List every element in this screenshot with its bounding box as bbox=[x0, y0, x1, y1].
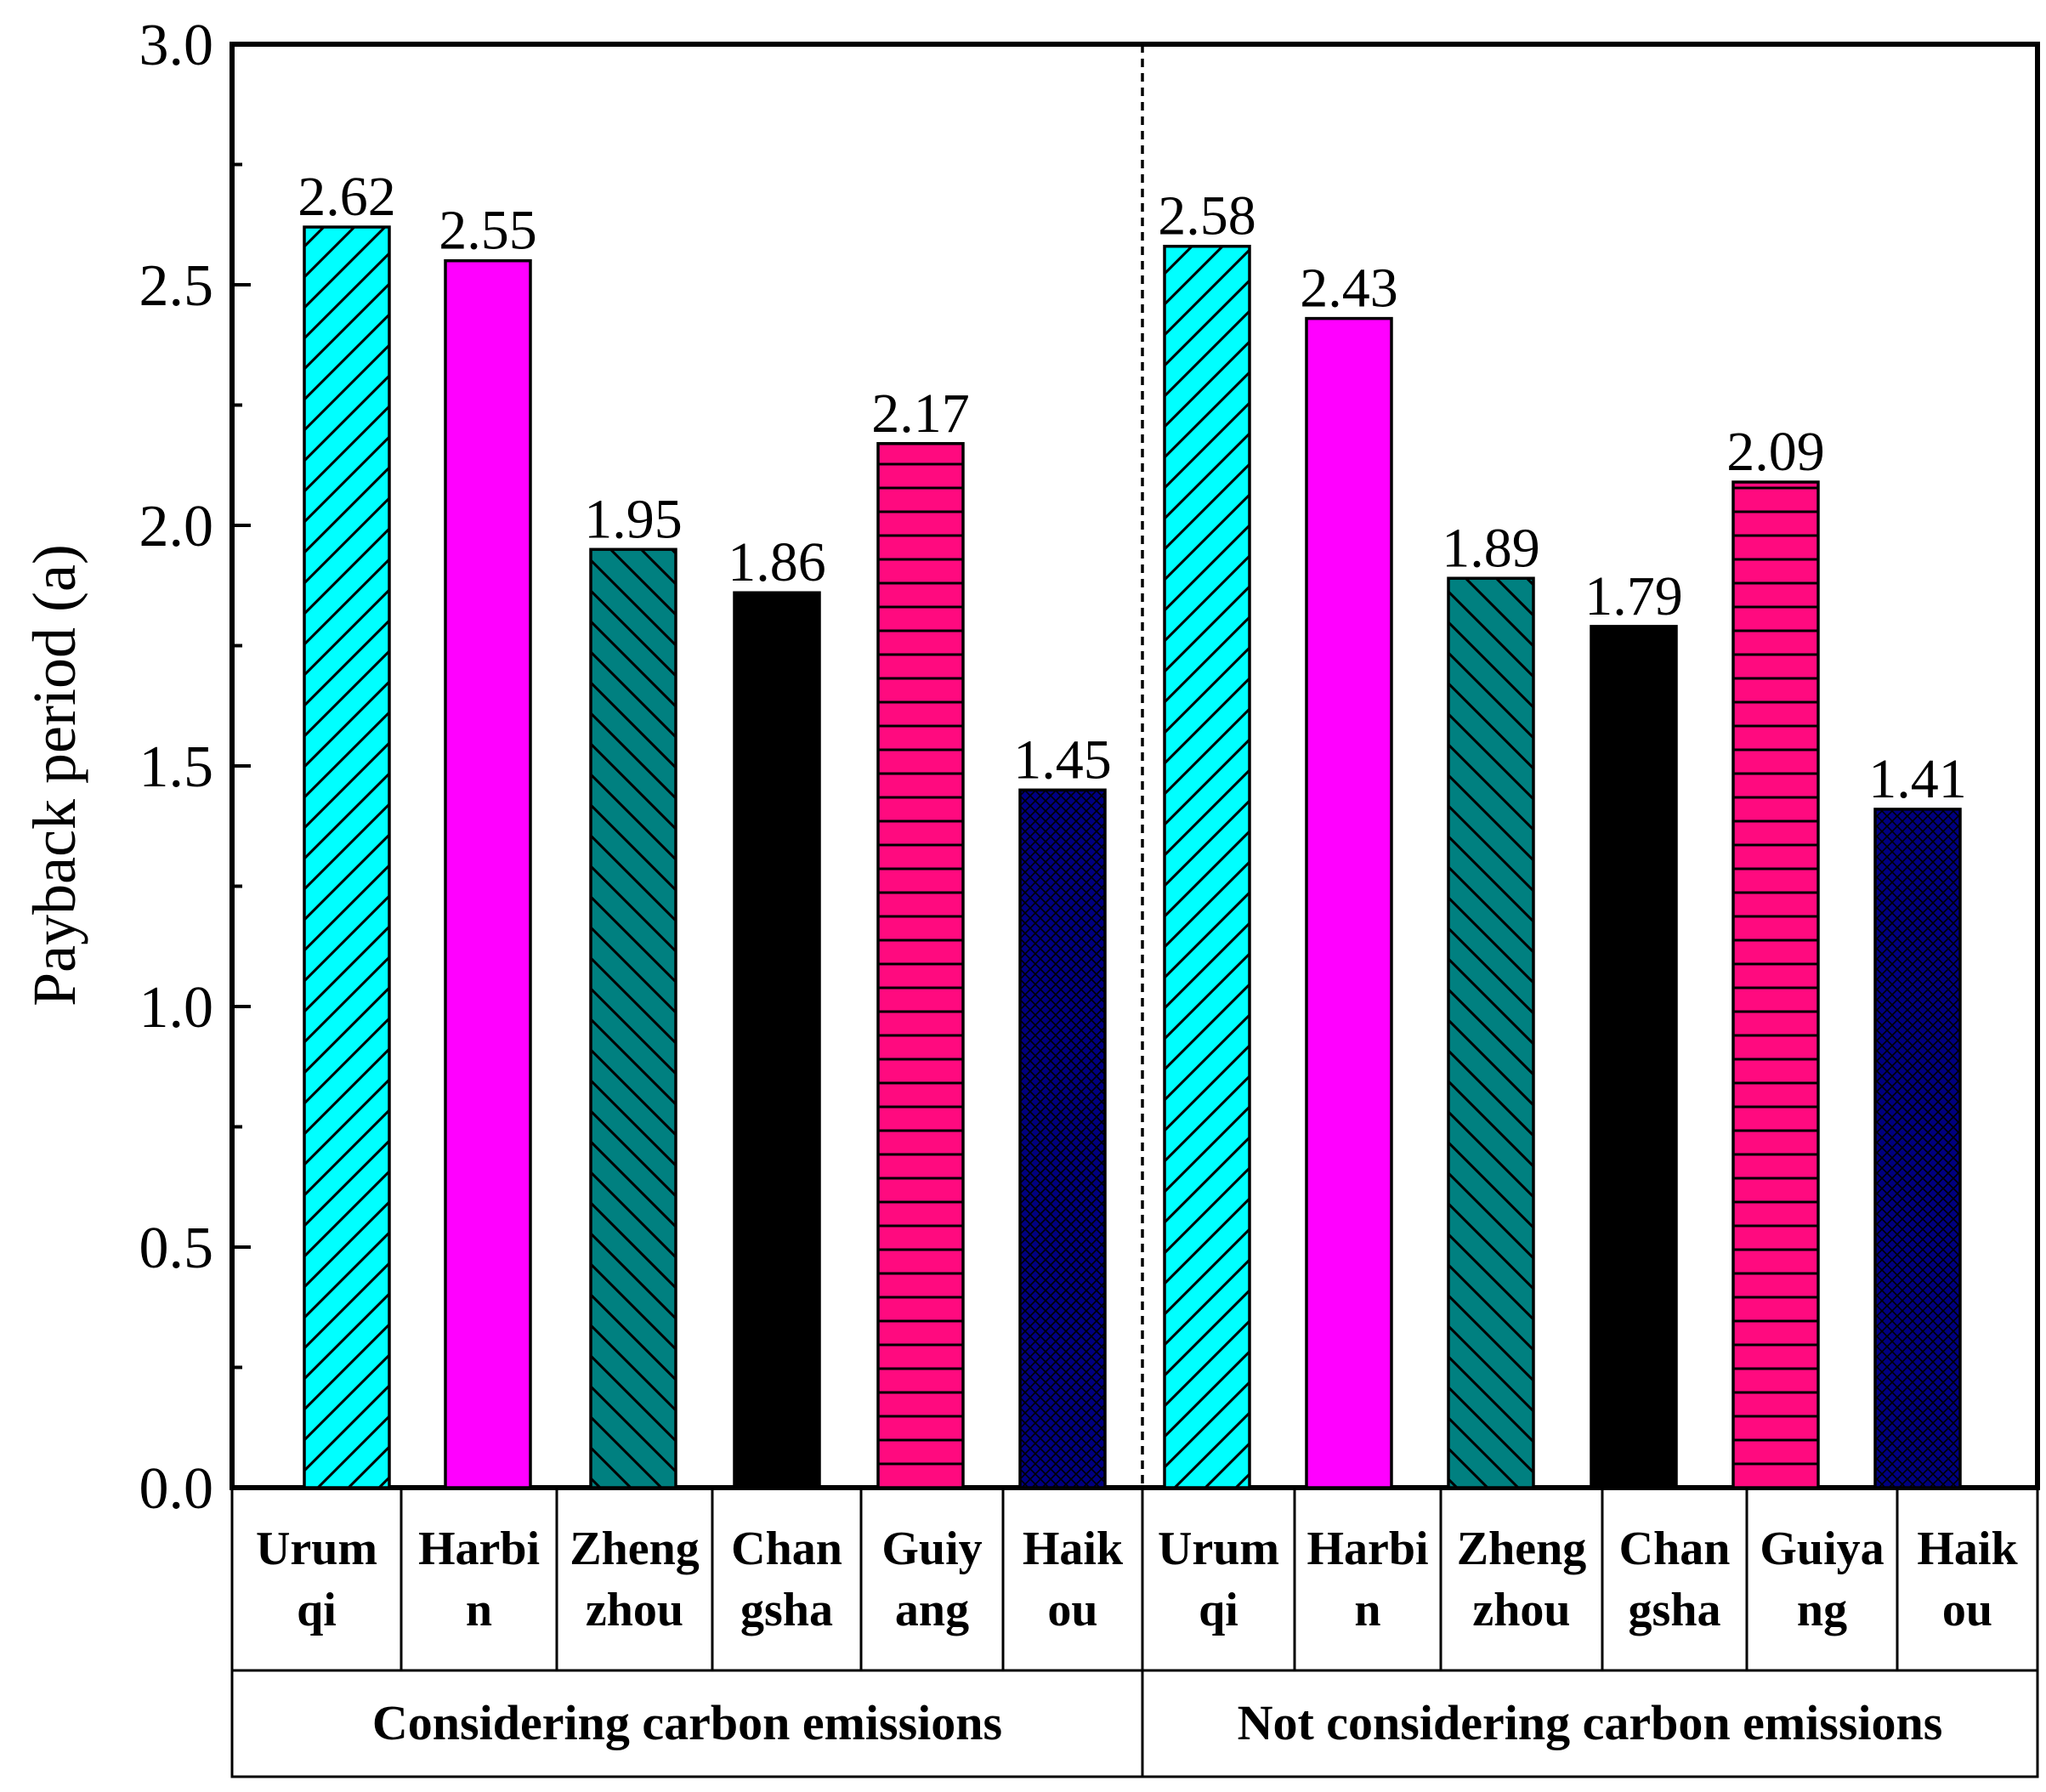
category-label: ang bbox=[895, 1584, 969, 1636]
bar-outline bbox=[589, 547, 677, 1489]
category-label: gsha bbox=[740, 1584, 833, 1636]
bar-outline bbox=[1018, 788, 1107, 1489]
data-label: 2.58 bbox=[1158, 185, 1256, 247]
category-label: zhou bbox=[586, 1584, 683, 1636]
category-label: Harbi bbox=[1306, 1523, 1428, 1575]
category-label: Chan bbox=[1619, 1523, 1731, 1575]
bar-outline bbox=[876, 442, 965, 1489]
y-tick-label: 1.5 bbox=[139, 734, 214, 800]
bar-hatch bbox=[1733, 482, 1818, 1488]
category-label: qi bbox=[297, 1584, 337, 1636]
bar-outline bbox=[1305, 316, 1393, 1489]
category-label: ng bbox=[1797, 1584, 1847, 1636]
data-label: 2.55 bbox=[439, 200, 537, 262]
category-label: Haik bbox=[1023, 1523, 1124, 1575]
category-label: Harbi bbox=[418, 1523, 540, 1575]
bar-harbin bbox=[1306, 318, 1391, 1488]
category-label: ou bbox=[1942, 1584, 1992, 1636]
category-label: qi bbox=[1199, 1584, 1238, 1636]
bar-harbin bbox=[445, 260, 530, 1489]
y-tick-label: 3.0 bbox=[139, 13, 214, 78]
bar-outline bbox=[1873, 808, 1962, 1489]
bar-hatch bbox=[304, 227, 389, 1489]
bar-hatch bbox=[1020, 790, 1105, 1488]
data-label: 1.79 bbox=[1584, 565, 1683, 627]
bar-outline bbox=[733, 591, 821, 1489]
bar-hatch bbox=[1875, 808, 1960, 1488]
bar-hatch bbox=[1165, 246, 1250, 1489]
data-label: 1.95 bbox=[584, 488, 683, 550]
bar-hatch bbox=[1448, 578, 1533, 1488]
bar-hatch bbox=[878, 443, 963, 1488]
data-label: 2.09 bbox=[1726, 421, 1825, 483]
bar-outline bbox=[1731, 480, 1820, 1489]
bar-changsha bbox=[1591, 626, 1676, 1488]
category-label: Zheng bbox=[1457, 1523, 1587, 1575]
y-tick-label: 2.0 bbox=[139, 494, 214, 559]
y-tick-label: 1.0 bbox=[139, 975, 214, 1041]
bar-outline bbox=[1447, 576, 1535, 1489]
data-label: 1.89 bbox=[1442, 517, 1540, 579]
bar-changsha bbox=[734, 593, 819, 1488]
category-table bbox=[230, 1486, 2039, 1778]
category-label: Haik bbox=[1917, 1523, 2018, 1575]
data-label: 1.41 bbox=[1868, 748, 1967, 810]
data-label: 2.62 bbox=[298, 166, 396, 228]
category-label: Guiy bbox=[881, 1523, 982, 1575]
bar-outline bbox=[303, 225, 391, 1489]
y-tick-label: 2.5 bbox=[139, 253, 214, 319]
data-label: 1.86 bbox=[728, 531, 826, 593]
category-label: Guiya bbox=[1760, 1523, 1884, 1575]
y-tick-label: 0.0 bbox=[139, 1456, 214, 1522]
category-label: gsha bbox=[1629, 1584, 1721, 1636]
category-label: n bbox=[1354, 1584, 1380, 1636]
y-tick-label: 0.5 bbox=[139, 1216, 214, 1281]
bar-outline bbox=[444, 258, 532, 1489]
bar-hatch bbox=[591, 549, 676, 1488]
data-label: 2.17 bbox=[871, 383, 970, 445]
data-label: 1.45 bbox=[1013, 729, 1112, 791]
bar-outline bbox=[1590, 625, 1678, 1489]
category-label: Chan bbox=[731, 1523, 842, 1575]
category-label: Urum bbox=[1158, 1523, 1279, 1575]
category-label: Zheng bbox=[570, 1523, 700, 1575]
category-label: zhou bbox=[1472, 1584, 1570, 1636]
group-label: Not considering carbon emissions bbox=[1238, 1695, 1943, 1750]
category-label: ou bbox=[1047, 1584, 1097, 1636]
category-label: n bbox=[466, 1584, 492, 1636]
y-axis-title: Payback period (a) bbox=[20, 544, 88, 1007]
group-label: Considering carbon emissions bbox=[372, 1695, 1002, 1750]
data-label: 2.43 bbox=[1300, 258, 1398, 320]
category-label: Urum bbox=[256, 1523, 377, 1575]
bar-outline bbox=[1163, 244, 1251, 1489]
